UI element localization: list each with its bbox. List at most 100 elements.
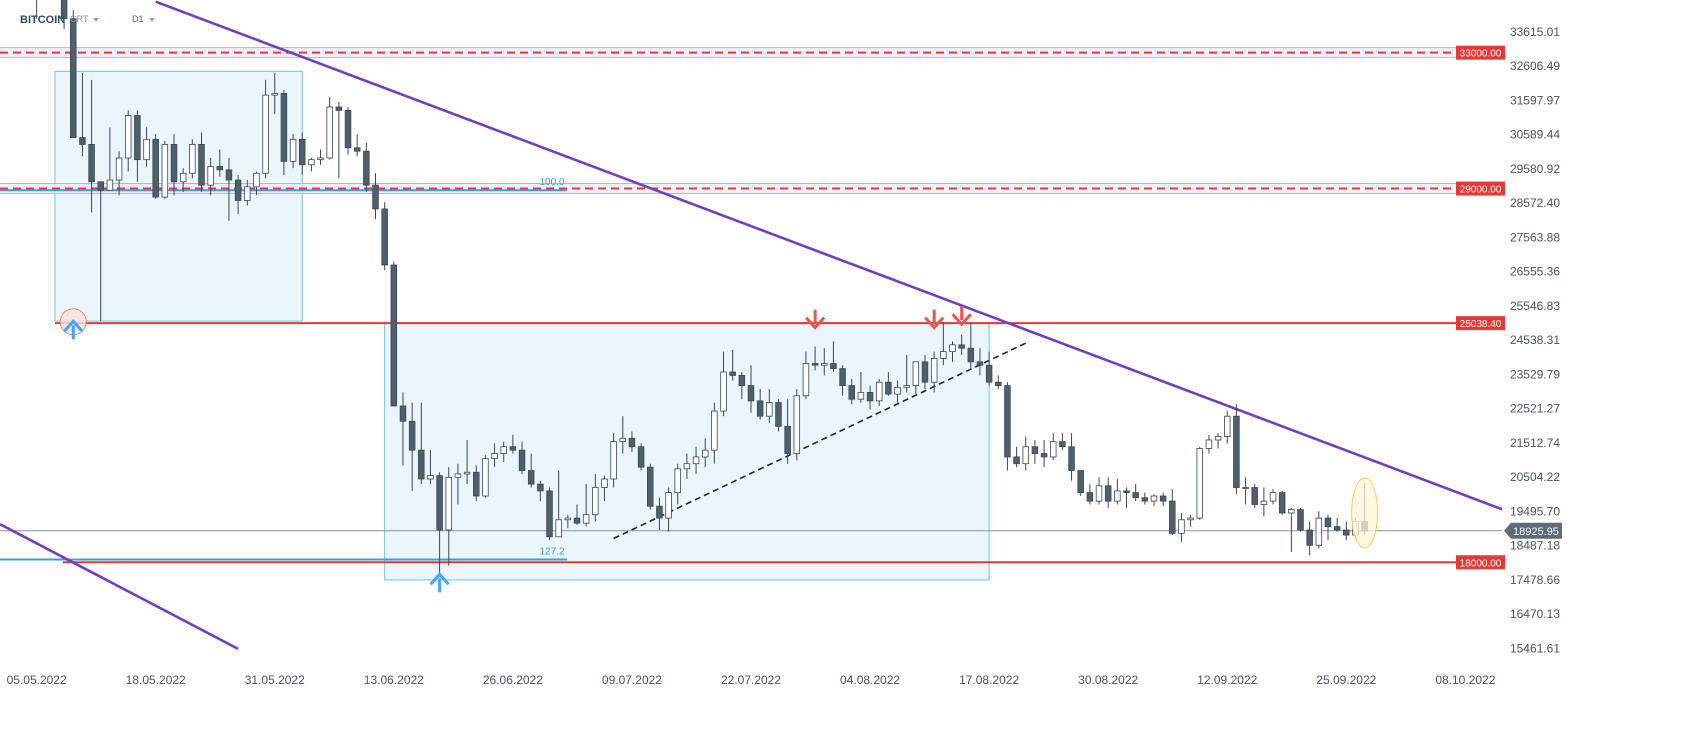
y-tick-label: 32606.49	[1510, 59, 1560, 73]
candle-body	[839, 368, 846, 386]
candle-body	[372, 184, 379, 210]
candle-body	[170, 143, 178, 183]
candle-body	[1278, 492, 1286, 514]
candle-body	[976, 361, 984, 366]
candle-body	[482, 458, 489, 497]
candle-body	[573, 517, 581, 524]
candle-body	[253, 172, 260, 188]
candle-body	[1104, 485, 1112, 502]
candle-body	[271, 93, 278, 96]
candle-body	[766, 402, 773, 417]
candle-body	[1214, 436, 1222, 441]
candle-body	[436, 475, 443, 531]
horizontal-levels	[0, 47, 1502, 564]
x-tick-label: 12.09.2022	[1197, 673, 1257, 687]
candle-body	[134, 115, 141, 161]
x-tick-label: 08.10.2022	[1435, 673, 1495, 687]
candle-body	[665, 492, 672, 519]
candle-body	[344, 110, 352, 149]
candle-body	[60, 0, 68, 20]
level-band	[0, 47, 1502, 58]
candle-body	[1242, 487, 1249, 489]
candle-body	[1159, 495, 1167, 502]
arrows	[63, 306, 972, 593]
candle-body	[537, 483, 544, 492]
x-tick-label: 25.09.2022	[1316, 673, 1376, 687]
chart-type-selector[interactable]: CRT	[70, 14, 100, 24]
candle-body	[1068, 446, 1075, 471]
range-zone	[384, 322, 990, 581]
candle-body	[1031, 446, 1039, 454]
candle-body	[1269, 492, 1277, 502]
trendline	[155, 0, 1502, 511]
candle-body	[738, 375, 746, 386]
candle-body	[784, 425, 791, 454]
candle-body	[390, 264, 398, 407]
candle-body	[894, 386, 901, 395]
symbol-label[interactable]: BITCOIN	[20, 14, 66, 26]
candle-body	[1049, 441, 1057, 458]
candle-body	[555, 519, 562, 538]
candle-body	[216, 166, 224, 171]
y-tick-label: 23529.79	[1510, 367, 1560, 381]
candle-body	[70, 18, 77, 138]
trendline	[0, 523, 239, 651]
level-price-label: 29000.00	[1460, 185, 1502, 196]
y-tick-label: 20504.22	[1510, 470, 1560, 484]
highlight-ellipse	[1351, 477, 1379, 549]
candle-body	[628, 437, 636, 448]
candle-body	[1059, 441, 1066, 448]
y-tick-label: 18487.18	[1510, 539, 1560, 553]
candle-body	[619, 437, 627, 443]
candle-body	[1086, 492, 1094, 502]
fib-label: 127.2	[539, 547, 564, 558]
y-tick-label: 30589.44	[1510, 128, 1560, 142]
candle-body	[674, 468, 681, 494]
candle-body	[1077, 470, 1084, 494]
trendline	[613, 342, 1027, 540]
candle-body	[198, 143, 205, 186]
candles	[36, 0, 1368, 576]
arrow-head	[63, 318, 84, 333]
arrow-head	[804, 316, 826, 330]
candle-body	[821, 363, 828, 366]
candle-body	[958, 344, 965, 349]
candle-body	[1040, 453, 1048, 458]
candle-body	[1233, 415, 1240, 488]
candle-body	[225, 169, 233, 181]
x-tick-label: 04.08.2022	[840, 673, 900, 687]
candle-body	[793, 395, 801, 454]
candle-body	[106, 179, 114, 191]
x-tick-label: 09.07.2022	[602, 673, 662, 687]
x-tick-label: 26.06.2022	[483, 673, 543, 687]
candle-body	[262, 94, 269, 174]
candle-body	[1288, 509, 1295, 514]
candle-body	[775, 402, 782, 427]
candle-body	[857, 391, 865, 400]
timeframe-label: D1	[132, 14, 144, 24]
candle-body	[1260, 500, 1268, 505]
candle-body	[280, 93, 288, 162]
candle-body	[1095, 485, 1103, 502]
candle-body	[124, 115, 132, 159]
candle-body	[1022, 446, 1029, 465]
candle-body	[1004, 385, 1011, 458]
chevron-down-icon	[148, 17, 155, 22]
candle-body	[582, 514, 590, 524]
candle-body	[418, 449, 425, 480]
timeframe-selector[interactable]: D1	[132, 14, 155, 24]
x-tick-label: 13.06.2022	[364, 673, 424, 687]
candle-body	[289, 138, 297, 162]
candle-body	[1315, 517, 1323, 546]
candle-body	[143, 138, 150, 161]
candle-body	[610, 441, 617, 480]
range-zones	[54, 70, 990, 581]
candle-body	[454, 473, 462, 478]
candle-body	[88, 143, 95, 183]
candle-body	[97, 181, 104, 191]
range-zone	[54, 70, 303, 322]
candle-body	[875, 381, 883, 402]
candle-body	[1343, 529, 1350, 536]
